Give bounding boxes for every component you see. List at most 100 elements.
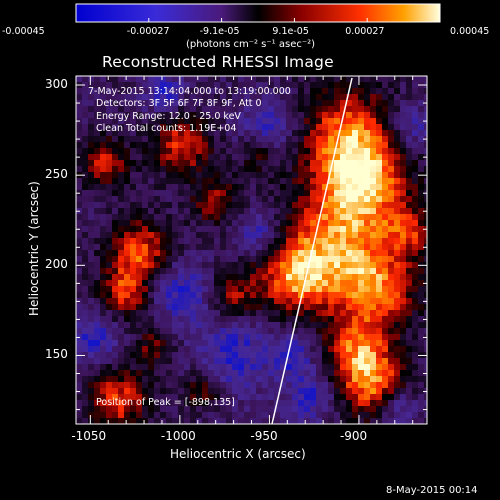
heatmap-pixel bbox=[346, 232, 352, 238]
heatmap-pixel bbox=[226, 136, 232, 142]
heatmap-pixel bbox=[106, 82, 112, 88]
heatmap-pixel bbox=[124, 238, 130, 244]
heatmap-pixel bbox=[424, 268, 427, 274]
heatmap-pixel bbox=[304, 184, 310, 190]
heatmap-pixel bbox=[304, 130, 310, 136]
heatmap-pixel bbox=[382, 358, 388, 364]
heatmap-pixel bbox=[256, 166, 262, 172]
heatmap-pixel bbox=[76, 112, 82, 118]
heatmap-pixel bbox=[112, 184, 118, 190]
heatmap-pixel bbox=[394, 94, 400, 100]
heatmap-pixel bbox=[82, 334, 88, 340]
heatmap-pixel bbox=[316, 142, 322, 148]
heatmap-pixel bbox=[160, 316, 166, 322]
heatmap-pixel bbox=[382, 298, 388, 304]
heatmap-pixel bbox=[238, 376, 244, 382]
heatmap-pixel bbox=[220, 184, 226, 190]
heatmap-pixel bbox=[190, 214, 196, 220]
heatmap-pixel bbox=[268, 256, 274, 262]
heatmap-pixel bbox=[346, 310, 352, 316]
heatmap-pixel bbox=[136, 316, 142, 322]
heatmap-pixel bbox=[268, 148, 274, 154]
heatmap-pixel bbox=[358, 238, 364, 244]
heatmap-pixel bbox=[220, 358, 226, 364]
heatmap-pixel bbox=[76, 214, 82, 220]
heatmap-pixel bbox=[268, 166, 274, 172]
heatmap-pixel bbox=[190, 94, 196, 100]
heatmap-pixel bbox=[292, 400, 298, 406]
heatmap-pixel bbox=[244, 400, 250, 406]
heatmap-pixel bbox=[310, 130, 316, 136]
heatmap-pixel bbox=[76, 388, 82, 394]
heatmap-pixel bbox=[286, 334, 292, 340]
heatmap-pixel bbox=[280, 370, 286, 376]
heatmap-pixel bbox=[154, 106, 160, 112]
heatmap-pixel bbox=[124, 406, 130, 412]
heatmap-pixel bbox=[328, 328, 334, 334]
heatmap-pixel bbox=[388, 226, 394, 232]
heatmap-pixel bbox=[106, 286, 112, 292]
heatmap-pixel bbox=[292, 100, 298, 106]
heatmap-pixel bbox=[106, 352, 112, 358]
heatmap-pixel bbox=[274, 196, 280, 202]
heatmap-pixel bbox=[400, 184, 406, 190]
heatmap-pixel bbox=[358, 76, 364, 82]
heatmap-pixel bbox=[388, 304, 394, 310]
heatmap-pixel bbox=[154, 298, 160, 304]
heatmap-pixel bbox=[148, 286, 154, 292]
heatmap-pixel bbox=[352, 118, 358, 124]
heatmap-pixel bbox=[358, 172, 364, 178]
heatmap-pixel bbox=[382, 244, 388, 250]
heatmap-pixel bbox=[250, 298, 256, 304]
heatmap-pixel bbox=[358, 358, 364, 364]
heatmap-pixel bbox=[400, 154, 406, 160]
heatmap-pixel bbox=[274, 190, 280, 196]
heatmap-pixel bbox=[166, 154, 172, 160]
heatmap-pixel bbox=[424, 418, 427, 424]
heatmap-pixel bbox=[208, 172, 214, 178]
heatmap-pixel bbox=[334, 154, 340, 160]
heatmap-pixel bbox=[244, 328, 250, 334]
heatmap-pixel bbox=[124, 118, 130, 124]
heatmap-pixel bbox=[376, 394, 382, 400]
heatmap-pixel bbox=[190, 208, 196, 214]
heatmap-pixel bbox=[322, 412, 328, 418]
heatmap-pixel bbox=[148, 76, 154, 82]
heatmap-pixel bbox=[382, 136, 388, 142]
heatmap-pixel bbox=[304, 250, 310, 256]
heatmap-pixel bbox=[226, 406, 232, 412]
heatmap-pixel bbox=[412, 418, 418, 424]
heatmap-pixel bbox=[82, 286, 88, 292]
heatmap-pixel bbox=[406, 340, 412, 346]
heatmap-pixel bbox=[352, 166, 358, 172]
heatmap-pixel bbox=[382, 334, 388, 340]
heatmap-pixel bbox=[148, 82, 154, 88]
heatmap-pixel bbox=[142, 172, 148, 178]
heatmap-pixel bbox=[106, 400, 112, 406]
heatmap-pixel bbox=[172, 208, 178, 214]
heatmap-pixel bbox=[298, 172, 304, 178]
heatmap-pixel bbox=[316, 154, 322, 160]
heatmap-pixel bbox=[280, 358, 286, 364]
heatmap-pixel bbox=[100, 142, 106, 148]
heatmap-pixel bbox=[226, 268, 232, 274]
heatmap-pixel bbox=[172, 304, 178, 310]
heatmap-pixel bbox=[286, 220, 292, 226]
heatmap-pixel bbox=[304, 208, 310, 214]
heatmap-pixel bbox=[304, 166, 310, 172]
heatmap-pixel bbox=[232, 286, 238, 292]
heatmap-pixel bbox=[364, 130, 370, 136]
heatmap-pixel bbox=[214, 334, 220, 340]
heatmap-pixel bbox=[370, 268, 376, 274]
heatmap-pixel bbox=[130, 232, 136, 238]
heatmap-pixel bbox=[220, 190, 226, 196]
heatmap-pixel bbox=[130, 154, 136, 160]
heatmap-pixel bbox=[394, 154, 400, 160]
heatmap-pixel bbox=[160, 340, 166, 346]
heatmap-pixel bbox=[244, 190, 250, 196]
heatmap-pixel bbox=[340, 226, 346, 232]
heatmap-pixel bbox=[370, 226, 376, 232]
heatmap-pixel bbox=[370, 178, 376, 184]
heatmap-pixel bbox=[172, 172, 178, 178]
heatmap-pixel bbox=[376, 334, 382, 340]
